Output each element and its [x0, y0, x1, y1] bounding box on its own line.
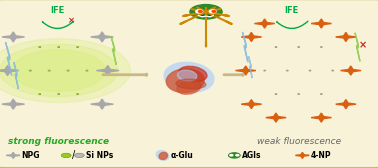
Polygon shape — [336, 32, 356, 41]
Circle shape — [230, 155, 233, 156]
Circle shape — [212, 11, 216, 12]
Circle shape — [209, 10, 216, 13]
Circle shape — [287, 70, 288, 71]
Polygon shape — [6, 152, 20, 158]
Ellipse shape — [164, 62, 214, 92]
Text: weak fluorescence: weak fluorescence — [257, 137, 341, 146]
Ellipse shape — [166, 69, 204, 93]
Circle shape — [12, 50, 105, 91]
Ellipse shape — [179, 66, 207, 81]
Circle shape — [196, 10, 203, 13]
Text: IFE: IFE — [285, 6, 299, 15]
Circle shape — [332, 70, 333, 71]
Circle shape — [86, 70, 88, 71]
Circle shape — [264, 70, 265, 71]
Text: NPG: NPG — [22, 151, 40, 160]
Ellipse shape — [156, 151, 169, 160]
Circle shape — [0, 39, 130, 102]
Ellipse shape — [159, 152, 167, 159]
Polygon shape — [235, 66, 256, 75]
Text: AGIs: AGIs — [242, 151, 262, 160]
Polygon shape — [91, 32, 113, 42]
Polygon shape — [249, 56, 252, 78]
Polygon shape — [243, 32, 248, 62]
Polygon shape — [341, 66, 361, 75]
Circle shape — [309, 70, 311, 71]
Polygon shape — [5, 42, 12, 76]
Circle shape — [48, 70, 50, 71]
Circle shape — [61, 153, 71, 158]
Ellipse shape — [177, 80, 201, 94]
Text: ×: × — [359, 40, 367, 50]
Polygon shape — [241, 100, 262, 109]
Polygon shape — [355, 33, 360, 61]
Text: 4-NP: 4-NP — [311, 151, 332, 160]
Polygon shape — [311, 19, 332, 28]
Circle shape — [0, 44, 118, 97]
Ellipse shape — [176, 79, 206, 89]
Polygon shape — [96, 66, 119, 76]
Ellipse shape — [177, 70, 197, 81]
Polygon shape — [14, 62, 19, 89]
Text: ×: × — [68, 16, 75, 26]
Polygon shape — [296, 152, 309, 158]
Polygon shape — [241, 32, 262, 41]
Circle shape — [236, 155, 239, 156]
Circle shape — [198, 11, 202, 12]
Text: IFE: IFE — [51, 6, 65, 15]
Polygon shape — [311, 113, 332, 122]
Polygon shape — [2, 99, 25, 109]
Polygon shape — [336, 100, 356, 109]
Polygon shape — [91, 99, 113, 109]
Polygon shape — [111, 36, 116, 65]
Text: Si NPs: Si NPs — [86, 151, 113, 160]
Circle shape — [74, 153, 84, 158]
Polygon shape — [0, 66, 19, 76]
Text: strong fluorescence: strong fluorescence — [8, 137, 109, 146]
Ellipse shape — [190, 5, 222, 19]
Circle shape — [332, 70, 333, 71]
Ellipse shape — [229, 153, 240, 158]
Polygon shape — [266, 113, 286, 122]
Polygon shape — [254, 19, 275, 28]
Text: /: / — [72, 150, 75, 160]
Text: α-Glu: α-Glu — [171, 151, 194, 160]
Polygon shape — [2, 32, 25, 42]
Circle shape — [67, 70, 69, 71]
Circle shape — [29, 70, 31, 71]
Circle shape — [264, 70, 265, 71]
